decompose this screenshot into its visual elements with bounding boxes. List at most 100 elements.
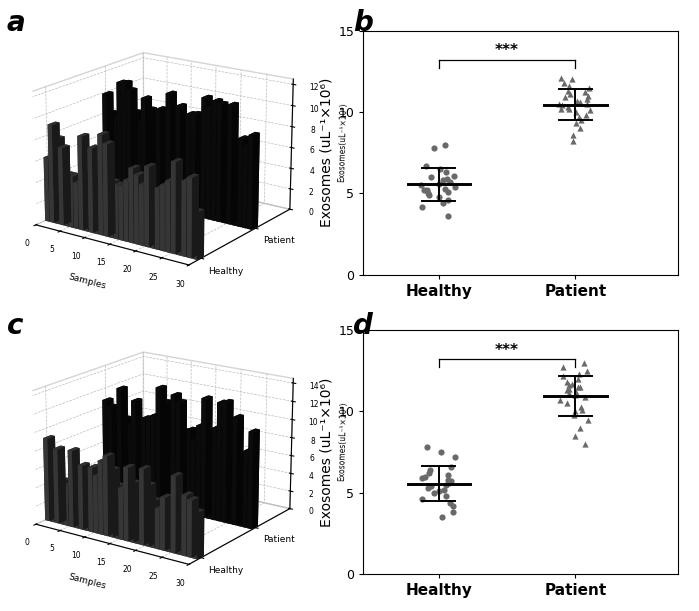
Point [417,474,428,483]
Point [582,99,593,109]
Point [582,366,593,376]
Point [581,111,592,120]
Point [579,87,590,97]
Point [437,175,448,185]
Point [575,401,586,411]
Point [561,398,572,408]
Point [574,123,585,133]
Point [579,439,591,449]
Point [561,377,572,387]
Point [556,101,568,111]
Point [447,501,459,511]
Point [435,164,446,174]
Point [421,185,433,195]
Text: ***: *** [495,43,519,58]
Point [563,81,575,91]
Point [442,187,454,197]
Point [434,486,445,496]
Point [424,469,435,478]
Point [563,86,574,96]
Point [439,485,450,494]
Point [584,82,595,92]
Point [422,189,433,199]
Point [445,477,456,486]
Point [428,488,440,498]
Point [568,410,579,420]
Point [568,130,579,140]
Point [575,115,586,125]
Point [440,184,451,194]
Point [563,384,575,393]
Point [572,96,583,106]
Point [439,140,450,150]
Point [578,357,589,367]
Point [443,478,454,488]
Point [448,170,459,180]
Point [440,491,451,501]
Point [419,185,430,195]
Point [422,483,433,493]
Point [576,405,587,415]
Point [445,177,456,187]
Point [572,374,584,384]
Point [449,182,461,192]
Point [554,99,565,109]
Point [584,106,596,115]
Point [428,143,440,153]
Point [566,75,577,84]
Point [575,97,586,107]
Point [445,498,456,508]
Point [559,92,570,102]
Point [446,462,457,472]
Point [415,180,426,190]
Text: c: c [7,312,24,340]
Point [558,371,569,381]
Text: b: b [353,9,373,37]
Point [564,389,575,398]
Point [582,91,593,101]
Point [442,211,454,221]
Point [424,465,435,475]
Point [575,382,586,392]
Point [570,107,582,117]
Point [442,470,453,480]
Point [558,362,569,372]
Point [563,381,575,390]
Point [447,508,459,518]
Point [441,174,452,184]
Point [570,431,581,441]
Point [579,392,591,401]
Point [554,395,565,405]
Text: a: a [7,9,26,37]
Point [582,94,593,104]
Y-axis label: Exosomes (uL⁻¹×10⁶): Exosomes (uL⁻¹×10⁶) [319,378,333,527]
Point [441,480,452,489]
Point [566,379,577,389]
Text: ***: *** [495,343,519,357]
Point [573,369,584,379]
Point [555,104,566,114]
Point [569,390,580,400]
Point [442,195,453,205]
Point [565,89,576,99]
Point [568,136,579,146]
Point [426,172,437,182]
Point [433,192,445,202]
Point [421,442,433,452]
Point [443,475,454,485]
Point [570,119,582,128]
Point [582,415,593,425]
Point [419,472,431,481]
Point [416,202,427,211]
Point [573,112,584,122]
Y-axis label: Exosomes (uL⁻¹×10⁶): Exosomes (uL⁻¹×10⁶) [319,78,333,227]
Point [433,179,445,189]
X-axis label: Samples: Samples [68,273,108,291]
Point [417,494,428,504]
X-axis label: Samples: Samples [68,572,108,591]
Point [563,102,574,112]
Point [441,167,452,177]
Point [425,481,436,491]
Text: d: d [353,312,373,340]
Point [570,406,581,416]
